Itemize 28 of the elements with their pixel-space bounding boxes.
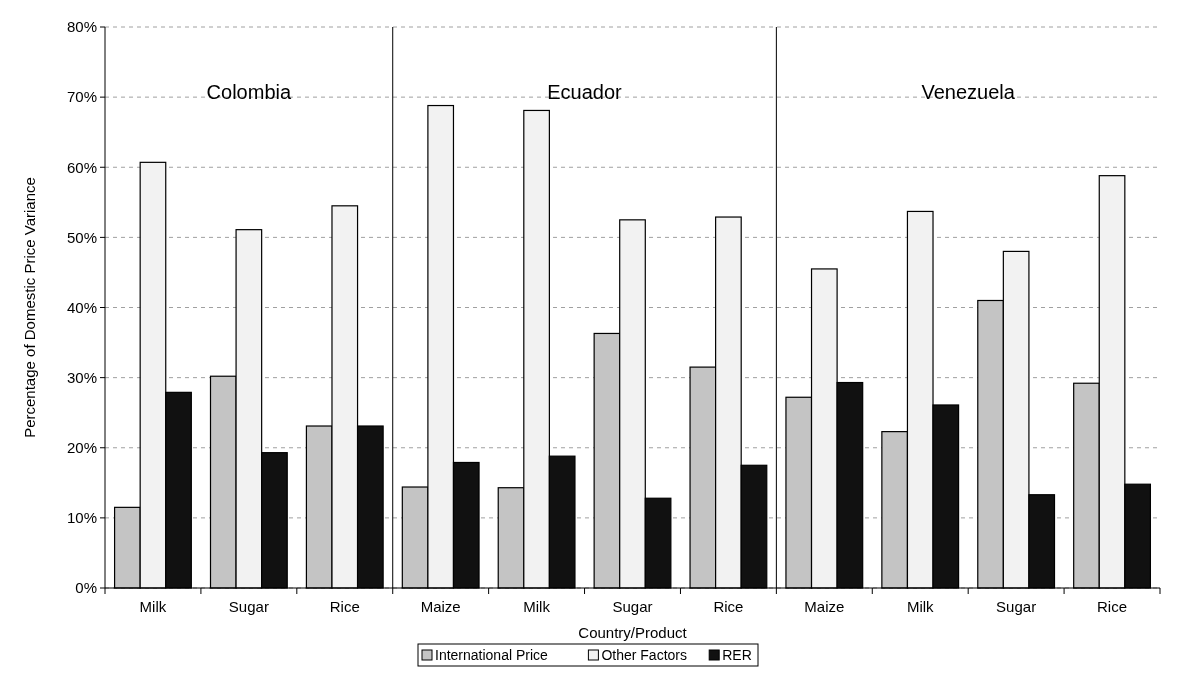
y-tick-label: 30% [66, 368, 97, 386]
x-tick-label: Sugar [228, 598, 269, 615]
annotation: Colombia [206, 81, 292, 103]
y-tick-label: 60% [66, 158, 97, 176]
y-tick-label: 70% [66, 88, 97, 106]
y-tick-label: 10% [66, 509, 97, 527]
y-tick-label: 20% [66, 439, 97, 456]
x-tick-label: Rice [713, 598, 744, 615]
legend-label: International Price [435, 647, 549, 663]
x-tick-label: Milk [139, 598, 167, 615]
x-tick-label: Sugar [996, 598, 1037, 615]
x-axis-title: Country/Product [578, 624, 688, 641]
annotation: Ecuador [547, 81, 623, 103]
legend-label: RER [722, 647, 752, 663]
x-tick-label: Maize [420, 598, 461, 615]
y-tick-label: 80% [66, 18, 97, 36]
x-tick-label: Maize [804, 598, 845, 615]
legend-label: Other Factors [601, 647, 687, 663]
y-axis-title: Percentage of Domestic Price Variance [21, 177, 38, 438]
x-tick-label: Milk [523, 598, 551, 615]
x-tick-label: Rice [1097, 598, 1128, 615]
x-tick-label: Milk [906, 598, 935, 615]
annotation: Venezuela [921, 81, 1016, 103]
x-tick-label: Rice [329, 598, 360, 615]
y-tick-label: 0% [75, 579, 97, 597]
y-tick-label: 50% [66, 228, 97, 246]
y-tick-label: 40% [66, 298, 97, 316]
x-tick-label: Sugar [612, 598, 653, 615]
